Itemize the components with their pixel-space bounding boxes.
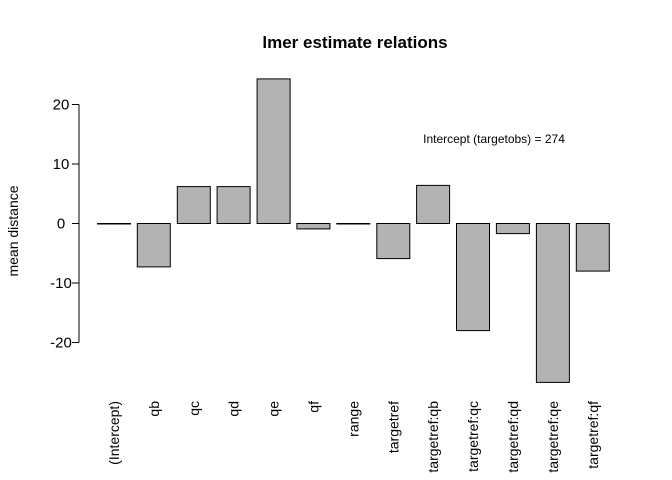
bar-targetref (376, 223, 411, 260)
category-label: qb (146, 401, 162, 417)
y-tick-label: -10 (50, 275, 72, 292)
y-tick-label: 20 (53, 97, 70, 114)
bar-intercept (97, 223, 131, 225)
category-label: targetref:qb (425, 401, 441, 473)
category-label: targetref:qf (585, 401, 601, 469)
category-label: targetref:qe (545, 401, 561, 473)
intercept-annotation: Intercept (targetobs) = 274 (423, 132, 565, 146)
category-label: qf (305, 401, 321, 413)
bar-targetref-qc (456, 223, 490, 332)
category-label: targetref:qd (505, 401, 521, 473)
bar-qf (296, 223, 331, 230)
bar-qb (136, 223, 171, 268)
bar-qd (216, 186, 251, 225)
bar-targetref-qd (495, 223, 530, 235)
bar-targetref-qf (575, 223, 610, 272)
category-label: targetref:qc (465, 401, 481, 472)
y-tick-label: -20 (50, 335, 72, 352)
category-label: qc (186, 401, 202, 416)
category-label: range (345, 401, 361, 437)
bar-targetref-qe (535, 223, 570, 383)
bar-targetref-qb (416, 184, 451, 224)
y-axis-ticks: -20 -10 0 10 20 (50, 97, 79, 352)
bar-qe (256, 78, 291, 225)
category-label: (Intercept) (106, 401, 122, 465)
bar-range (336, 223, 371, 225)
category-label: qe (266, 401, 282, 417)
y-axis-label: mean distance (5, 185, 21, 276)
bars-group (97, 78, 610, 383)
y-tick-label: 10 (53, 156, 70, 173)
category-label: qd (226, 401, 242, 417)
category-labels: (Intercept) qb qc qd qe qf range targetref targe… (106, 401, 601, 473)
category-label: targetref (385, 401, 401, 453)
bar-qc (176, 186, 211, 225)
y-tick-label: 0 (57, 216, 65, 233)
chart-title: lmer estimate relations (262, 33, 447, 52)
